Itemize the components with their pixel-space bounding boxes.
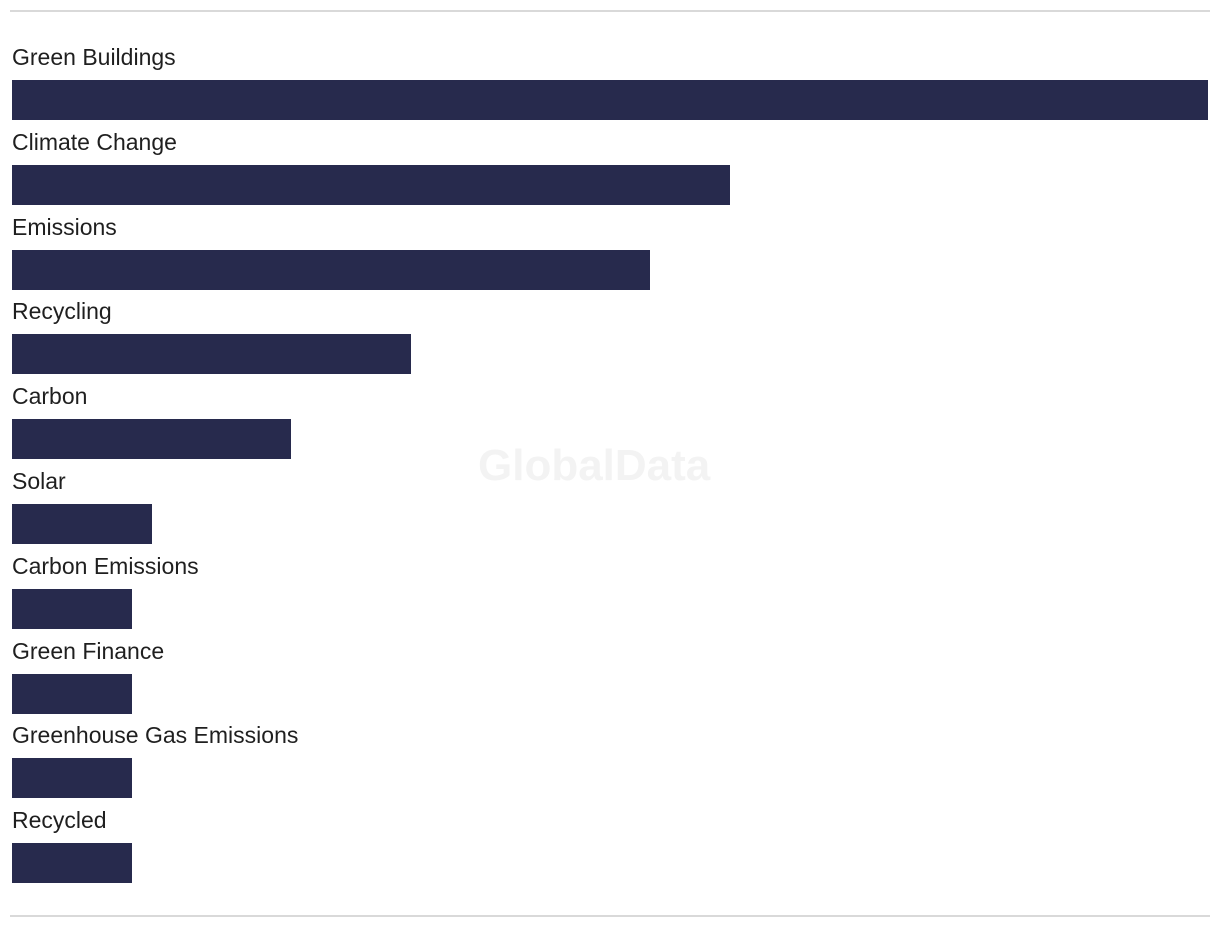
bar	[12, 419, 292, 460]
bar-chart: Green Buildings Climate Change Emissions Re…	[12, 40, 1208, 888]
bar	[12, 503, 152, 544]
bar-label: Carbon	[12, 383, 88, 410]
bar	[12, 334, 411, 375]
bar	[12, 164, 730, 205]
bar	[12, 588, 132, 629]
bar-row: Green Finance	[12, 634, 1208, 719]
bar-label: Greenhouse Gas Emissions	[12, 722, 299, 749]
bar-label: Green Finance	[12, 637, 165, 664]
bar-row: Solar	[12, 464, 1208, 549]
bar-label: Climate Change	[12, 128, 177, 155]
bar	[12, 843, 132, 884]
bar-row: Greenhouse Gas Emissions	[12, 718, 1208, 803]
bar	[12, 673, 132, 714]
bar-row: Carbon Emissions	[12, 549, 1208, 634]
bar-label: Emissions	[12, 213, 117, 240]
bar-label: Recycled	[12, 807, 107, 834]
bar-row: Climate Change	[12, 125, 1208, 210]
bar-label: Carbon Emissions	[12, 552, 199, 579]
bottom-divider	[10, 915, 1210, 917]
bar-label: Recycling	[12, 298, 112, 325]
bar-row: Emissions	[12, 210, 1208, 295]
bar-row: Recycled	[12, 803, 1208, 888]
bar	[12, 758, 132, 799]
bar-row: Recycling	[12, 294, 1208, 379]
bar-row: Green Buildings	[12, 40, 1208, 125]
bar-row: Carbon	[12, 379, 1208, 464]
bar-label: Solar	[12, 467, 66, 494]
top-divider	[10, 10, 1210, 12]
bar	[12, 249, 650, 290]
bar	[12, 80, 1208, 120]
bar-label: Green Buildings	[12, 44, 176, 70]
